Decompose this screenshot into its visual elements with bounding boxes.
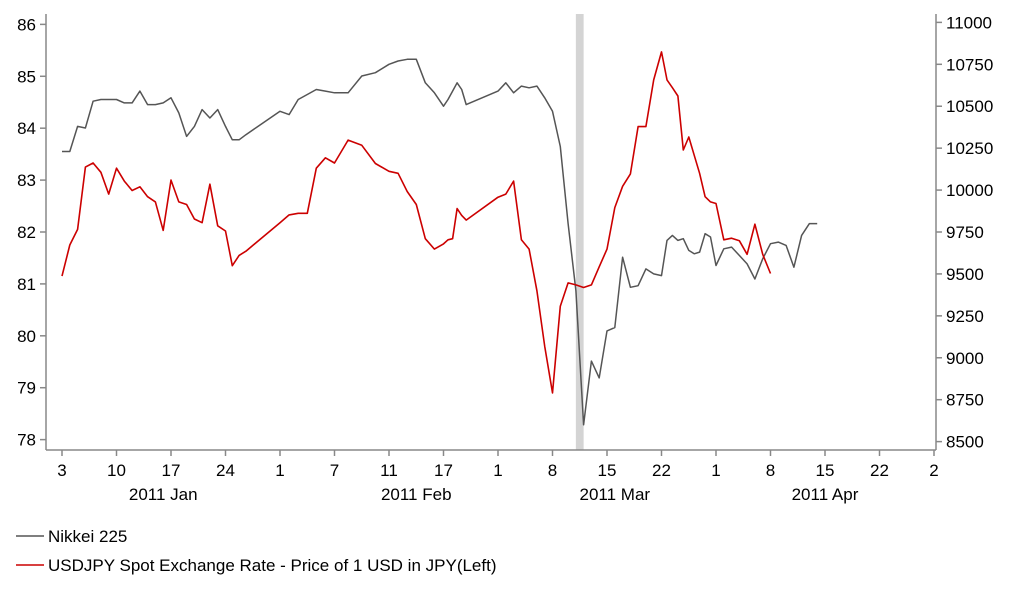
x-tick-label: 11 <box>380 461 398 480</box>
x-month-label: 2011 Feb <box>381 485 452 504</box>
series-line-usdjpy <box>61 51 772 394</box>
left-y-tick-label: 85 <box>17 67 36 86</box>
left-y-tick-label: 83 <box>17 171 36 190</box>
x-tick-label: 22 <box>870 461 889 480</box>
legend: Nikkei 225 USDJPY Spot Exchange Rate - Pr… <box>16 527 497 575</box>
event-highlight-band <box>575 14 584 450</box>
right-y-tick-label: 8500 <box>946 433 984 452</box>
x-tick-label: 10 <box>107 461 126 480</box>
series-lines <box>61 51 818 426</box>
left-y-tick-label: 80 <box>17 327 36 346</box>
x-tick-label: 3 <box>57 461 66 480</box>
right-y-tick-label: 9750 <box>946 223 984 242</box>
x-tick-label: 17 <box>162 461 181 480</box>
legend-label: USDJPY Spot Exchange Rate - Price of 1 U… <box>48 556 497 575</box>
x-tick-label: 1 <box>493 461 502 480</box>
right-y-tick-label: 10000 <box>946 181 993 200</box>
left-y-axis-ticks: 78 79 80 81 82 83 84 85 86 <box>17 15 46 450</box>
left-y-tick-label: 84 <box>17 119 36 138</box>
x-tick-label: 15 <box>598 461 617 480</box>
left-y-tick-label: 78 <box>17 431 36 450</box>
right-y-tick-label: 9250 <box>946 307 984 326</box>
x-tick-label: 17 <box>434 461 453 480</box>
x-tick-label: 1 <box>711 461 720 480</box>
x-tick-label: 7 <box>330 461 339 480</box>
right-y-tick-label: 9500 <box>946 265 984 284</box>
x-month-label: 2011 Apr <box>792 485 859 504</box>
x-tick-label: 15 <box>816 461 835 480</box>
x-tick-label: 24 <box>216 461 235 480</box>
x-tick-label: 22 <box>652 461 671 480</box>
right-y-tick-label: 9000 <box>946 349 984 368</box>
x-month-label: 2011 Mar <box>580 485 651 504</box>
x-tick-label: 8 <box>766 461 775 480</box>
axes <box>45 14 937 451</box>
x-axis-month-labels: 2011 Jan 2011 Feb 2011 Mar 2011 Apr <box>129 485 859 504</box>
right-y-tick-label: 10250 <box>946 139 993 158</box>
left-y-tick-label: 82 <box>17 223 36 242</box>
left-y-tick-label: 79 <box>17 379 36 398</box>
series-line-nikkei <box>62 58 818 426</box>
right-y-tick-label: 8750 <box>946 391 984 410</box>
left-y-tick-label: 86 <box>17 15 36 34</box>
right-y-tick-label: 10750 <box>946 55 993 74</box>
x-month-label: 2011 Jan <box>129 485 198 504</box>
event-highlight-layer <box>575 14 584 450</box>
x-tick-label: 8 <box>548 461 557 480</box>
x-tick-label: 1 <box>275 461 284 480</box>
legend-label: Nikkei 225 <box>48 527 127 546</box>
left-y-tick-label: 81 <box>17 275 36 294</box>
right-y-tick-label: 11000 <box>946 13 992 32</box>
right-y-axis-ticks: 8500 8750 9000 9250 9500 9750 10000 10250 10500 1… <box>936 13 993 452</box>
x-tick-label: 2 <box>929 461 938 480</box>
x-axis-ticks: 3 10 17 24 1 7 11 17 1 8 15 22 1 8 15 22 2 <box>57 450 939 480</box>
right-y-tick-label: 10500 <box>946 97 993 116</box>
